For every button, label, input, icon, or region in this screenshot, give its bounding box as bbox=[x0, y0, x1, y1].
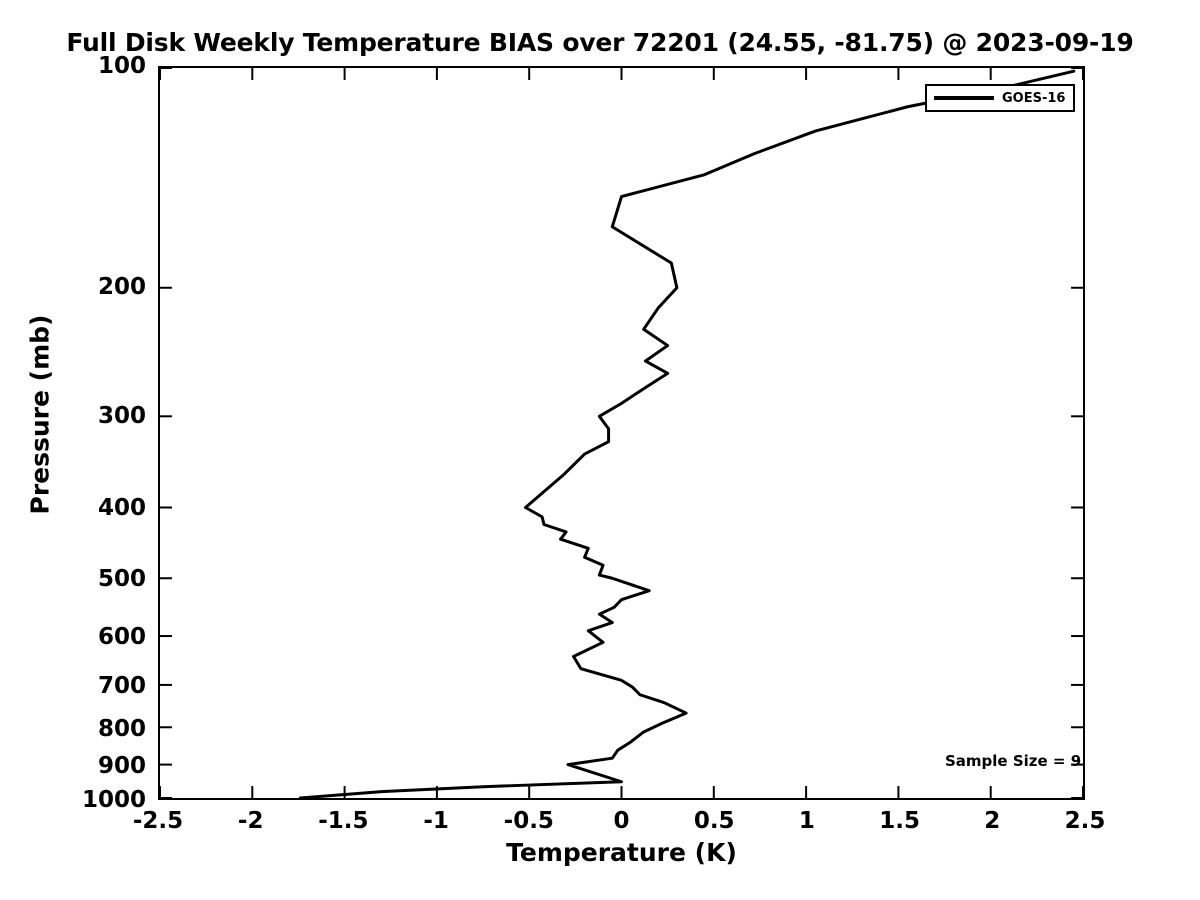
x-tick-label: 2.5 bbox=[1064, 808, 1106, 834]
plot-area bbox=[158, 66, 1085, 800]
x-axis-ticks bbox=[160, 68, 1083, 798]
data-series-group bbox=[298, 69, 1076, 798]
x-tick-label: 0.5 bbox=[693, 808, 735, 834]
sample-size-annotation: Sample Size = 9 bbox=[945, 752, 1082, 770]
y-tick-label: 100 bbox=[97, 53, 146, 79]
x-tick-label: -1 bbox=[423, 808, 449, 834]
x-axis-tick-labels: -2.5 -2 -1.5 -1 -0.5 0 0.5 1 1.5 2 2.5 bbox=[133, 808, 1106, 842]
y-tick-label: 200 bbox=[97, 273, 146, 300]
y-tick-label: 800 bbox=[97, 715, 146, 742]
x-axis-label: Temperature (K) bbox=[506, 838, 737, 867]
x-tick-label: -0.5 bbox=[503, 808, 554, 834]
y-tick-label: 600 bbox=[97, 624, 146, 651]
y-tick-label: 300 bbox=[97, 403, 146, 430]
y-tick-label: 700 bbox=[97, 673, 146, 700]
data-plot-svg bbox=[160, 68, 1083, 798]
y-tick-label: 900 bbox=[97, 753, 146, 780]
legend-label-goes16: GOES-16 bbox=[1002, 90, 1066, 106]
y-tick-label: 400 bbox=[97, 494, 146, 521]
legend-line-swatch bbox=[934, 96, 994, 100]
x-tick-label: 1 bbox=[798, 808, 815, 834]
y-tick-label: 500 bbox=[97, 566, 146, 593]
x-tick-label: -2.5 bbox=[132, 808, 184, 834]
legend: GOES-16 bbox=[925, 84, 1075, 112]
series-line-goes-16 bbox=[298, 69, 1076, 798]
y-tick-label: 1000 bbox=[81, 787, 146, 813]
x-tick-label: 1.5 bbox=[879, 808, 920, 834]
y-axis-tick-labels: 100 200 300 400 500 600 700 800 900 1000 bbox=[0, 53, 146, 813]
x-tick-label: -1.5 bbox=[318, 808, 369, 834]
x-tick-label: 0 bbox=[613, 808, 630, 834]
x-tick-label: 2 bbox=[984, 808, 1001, 834]
y-axis-ticks bbox=[160, 68, 1083, 798]
chart-title: Full Disk Weekly Temperature BIAS over 7… bbox=[66, 28, 1134, 57]
x-tick-label: -2 bbox=[237, 808, 264, 834]
